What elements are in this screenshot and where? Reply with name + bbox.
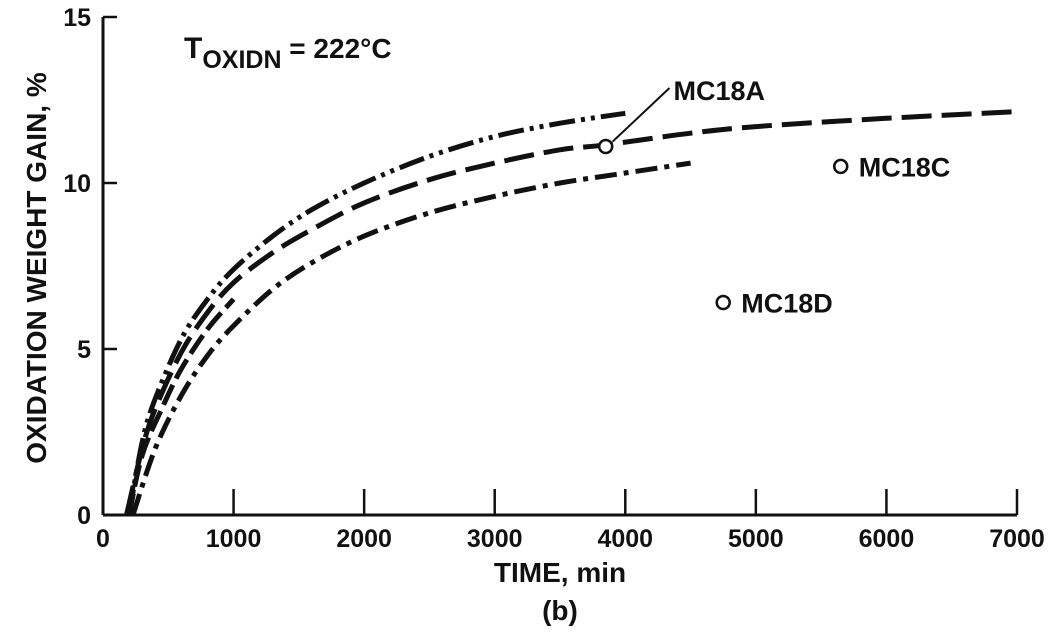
y-tick-label: 10 [63,170,91,198]
y-tick-label: 5 [77,336,91,364]
plot-area: 0 1000 2000 3000 4000 5000 6000 7000 0 5 10 15 MC18A… [63,4,1045,553]
figure-caption: (b) [542,595,578,626]
series-line-3 [126,297,236,516]
x-tick-label: 6000 [859,525,915,553]
y-tick-label: 0 [77,502,91,530]
series-line-1 [126,110,626,516]
label-mc18d: MC18D [741,289,833,319]
x-tick-label: 2000 [336,525,392,553]
y-tick-label: 15 [63,4,91,32]
y-axis-label: OXIDATION WEIGHT GAIN, % [21,72,52,464]
label-mc18a: MC18A [674,76,766,106]
x-tick-label: 0 [96,525,110,553]
chart-title-rest: = 222°C [282,33,392,64]
x-tick-label: 7000 [989,525,1045,553]
series-line-4 [130,160,691,516]
series-line-2 [124,109,1018,516]
marker-mc18a [597,138,614,155]
x-tick-label: 1000 [206,525,262,553]
x-tick-label: 3000 [467,525,523,553]
leader-mc18a [612,87,671,143]
x-tick-label: 4000 [597,525,653,553]
marker-mc18c [832,158,849,175]
chart-title-main: T [184,32,202,65]
chart-title-sub: OXIDN [202,46,281,74]
marker-mc18d [715,294,731,311]
x-tick-label: 5000 [728,525,784,553]
label-mc18c: MC18C [859,152,951,182]
chart-title: TOXIDN = 222°C [184,32,392,74]
x-axis-label: TIME, min [494,557,626,588]
